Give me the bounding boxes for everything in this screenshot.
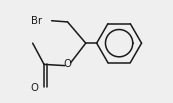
Text: Br: Br bbox=[31, 16, 43, 26]
Text: O: O bbox=[63, 59, 72, 69]
Text: O: O bbox=[30, 83, 38, 93]
